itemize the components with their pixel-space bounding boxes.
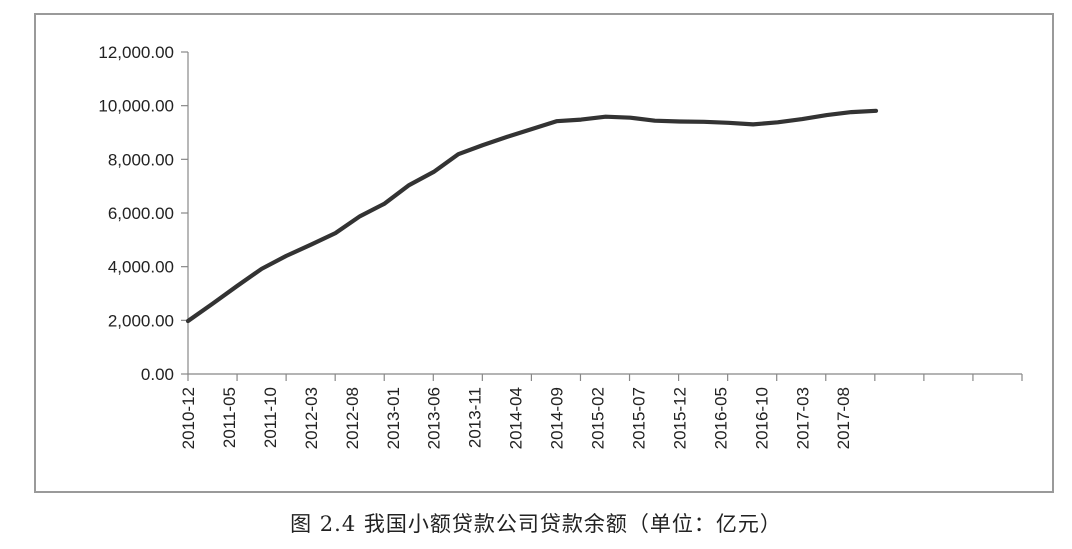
y-axis: 0.00 2,000.00 4,000.00 6,000.00 8,000.00 10,0… (98, 43, 189, 384)
x-tick-label: 2013-11 (466, 387, 485, 448)
x-tick-label: 2016-10 (752, 387, 771, 449)
x-tick-label: 2015-02 (589, 387, 608, 449)
data-point (188, 321, 189, 322)
x-tick-label: 2014-04 (507, 387, 526, 449)
data-point (581, 119, 582, 120)
data-point (261, 268, 262, 269)
x-tick-label: 2017-08 (834, 387, 853, 449)
data-point (384, 203, 385, 204)
figure-caption: 图 2.4 我国小额贷款公司贷款余额（单位：亿元） (290, 512, 782, 536)
y-tick-label: 2,000.00 (108, 311, 174, 330)
x-tick-label: 2017-03 (793, 387, 812, 449)
y-tick-label: 0.00 (141, 365, 174, 384)
data-point (654, 120, 655, 121)
data-point (310, 244, 311, 245)
data-point (630, 117, 631, 118)
y-tick-label: 4,000.00 (108, 258, 174, 277)
data-point (360, 216, 361, 217)
x-axis: 2010-12 2011-05 2011-10 2012-03 2012-08 2013-… (179, 373, 1023, 449)
data-point (482, 145, 483, 146)
data-point (433, 171, 434, 172)
data-point (728, 122, 729, 123)
data-point (212, 303, 213, 304)
x-tick-label: 2012-08 (343, 387, 362, 449)
data-point (237, 286, 238, 287)
data-point (409, 185, 410, 186)
series-area (185, 108, 879, 324)
data-point (458, 154, 459, 155)
data-point (679, 121, 680, 122)
data-point (605, 116, 606, 117)
x-tick-label: 2011-10 (261, 387, 280, 448)
data-point (507, 136, 508, 137)
x-tick-label: 2010-12 (179, 387, 198, 449)
data-point (851, 112, 852, 113)
x-tick-label: 2013-06 (425, 387, 444, 449)
y-tick-label: 8,000.00 (108, 150, 174, 169)
x-tick-label: 2015-12 (670, 387, 689, 449)
line-chart: 0.00 2,000.00 4,000.00 6,000.00 8,000.00 10,0… (98, 43, 1023, 449)
x-tick-label: 2015-07 (629, 387, 648, 449)
data-point (286, 255, 287, 256)
x-tick-label: 2014-09 (548, 387, 567, 449)
x-tick-label: 2013-01 (384, 387, 403, 449)
data-point (532, 129, 533, 130)
series-line (185, 108, 879, 324)
y-tick-label: 12,000.00 (98, 43, 174, 62)
y-tick-label: 10,000.00 (98, 97, 174, 116)
data-point (876, 110, 877, 111)
data-point (335, 233, 336, 234)
x-tick-label: 2011-05 (220, 387, 239, 448)
data-point (753, 124, 754, 125)
data-point (556, 121, 557, 122)
y-tick-label: 6,000.00 (108, 204, 174, 223)
data-point (704, 121, 705, 122)
data-point (802, 119, 803, 120)
chart-frame: 0.00 2,000.00 4,000.00 6,000.00 8,000.00 10,0… (34, 13, 1054, 493)
x-tick-label: 2016-05 (711, 387, 730, 449)
data-point (777, 122, 778, 123)
x-tick-label: 2012-03 (302, 387, 321, 449)
data-point (826, 115, 827, 116)
